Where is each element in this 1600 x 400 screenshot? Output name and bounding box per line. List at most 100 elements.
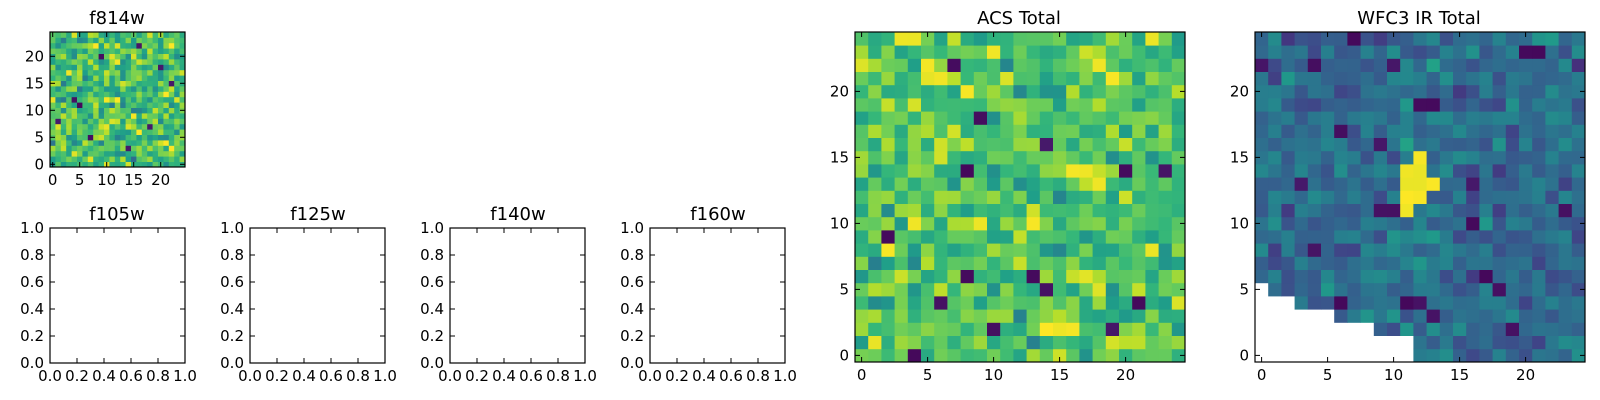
heatmap-cell [98, 48, 105, 54]
heatmap-cell [1400, 98, 1414, 112]
heatmap-cell [1255, 58, 1269, 72]
heatmap-cell [1013, 282, 1027, 297]
heatmap-cell [98, 156, 105, 162]
heatmap-cell [1000, 32, 1014, 46]
heatmap-cell [1558, 256, 1573, 270]
heatmap-cell [1321, 190, 1335, 204]
heatmap-cell [960, 296, 975, 310]
heatmap-cell [55, 118, 62, 125]
heatmap-cell [973, 190, 988, 204]
heatmap-cell [1400, 124, 1414, 138]
heatmap-cell [1268, 111, 1282, 125]
heatmap-cell [55, 64, 62, 71]
heatmap-cell [1119, 269, 1133, 284]
heatmap-cell [109, 75, 116, 81]
heatmap-cell [1000, 190, 1014, 204]
heatmap-cell [1092, 32, 1107, 46]
x-tick-label: 15 [124, 171, 143, 189]
heatmap-cell [179, 102, 186, 108]
heatmap-cell [855, 296, 869, 310]
heatmap-cell [82, 42, 89, 49]
heatmap-cell [120, 91, 126, 98]
heatmap-cell [131, 145, 137, 152]
heatmap-cell [1558, 282, 1573, 297]
heatmap-cell [1092, 124, 1107, 138]
heatmap-cell [55, 156, 62, 162]
heatmap-cell [1092, 309, 1107, 323]
heatmap-cell [1039, 45, 1054, 59]
x-tick-label: 20 [1116, 366, 1135, 384]
heatmap-cell [947, 243, 961, 257]
heatmap-cell [1026, 348, 1041, 363]
heatmap-cell [1387, 71, 1401, 86]
heatmap-cell [1571, 177, 1586, 191]
heatmap-cell [1026, 177, 1041, 191]
heatmap-cell [1268, 243, 1282, 257]
heatmap-cell [1092, 269, 1107, 284]
heatmap-cell [1558, 164, 1573, 178]
panel-f140w: f140w 0.0 0.2 0.4 0.6 0.8 1.00.00.20.40.60.81… [420, 204, 597, 385]
heatmap-cell [1334, 164, 1348, 178]
heatmap-cell [1158, 84, 1173, 99]
heatmap-cell [1453, 111, 1467, 125]
heatmap-cell [141, 145, 148, 152]
heatmap-cell [1492, 269, 1507, 284]
heatmap-cell [1558, 137, 1573, 152]
heatmap-cell [158, 150, 164, 157]
heatmap-cell [1426, 190, 1441, 204]
heatmap-cell [1466, 177, 1480, 191]
heatmap-cell [1053, 269, 1067, 284]
y-tick-label: 0.8 [220, 246, 244, 264]
heatmap-cell [179, 150, 186, 157]
heatmap-cell [141, 156, 148, 162]
heatmap-cell [158, 129, 164, 135]
heatmap-cell [98, 140, 105, 146]
heatmap-cell [947, 230, 961, 244]
heatmap-cell [77, 118, 83, 125]
heatmap-cell [93, 42, 99, 49]
x-tick-label: 0.4 [492, 367, 516, 385]
x-tick-label: 0.0 [238, 367, 262, 385]
heatmap-cell [1571, 164, 1586, 178]
heatmap-cell [1505, 230, 1520, 244]
heatmap-cell [1413, 98, 1427, 112]
x-tick-label: 0.2 [665, 367, 689, 385]
heatmap-cell [50, 48, 56, 54]
heatmap-cell [1092, 164, 1107, 178]
heatmap-cell [1400, 322, 1414, 336]
heatmap-cell [168, 69, 175, 76]
heatmap-cell [1171, 309, 1186, 323]
x-tick-label: 0.4 [692, 367, 716, 385]
heatmap-cell [147, 69, 153, 76]
heatmap-cell [1321, 58, 1335, 72]
heatmap-cell [907, 309, 922, 323]
heatmap-cell [894, 309, 909, 323]
heatmap-cell [1158, 243, 1173, 257]
heatmap-cell [1387, 150, 1401, 165]
heatmap-cell [881, 256, 895, 270]
heatmap-cell [82, 69, 89, 76]
heatmap-cell [141, 48, 148, 54]
x-tick-label: 15 [1450, 366, 1469, 384]
heatmap-cell [907, 230, 922, 244]
heatmap-cell [60, 102, 67, 108]
y-tick-label: 0.4 [220, 300, 244, 318]
heatmap-cell [1558, 45, 1573, 59]
heatmap-cell [168, 48, 175, 54]
heatmap-cell [1000, 296, 1014, 310]
heatmap-cell [1000, 282, 1014, 297]
heatmap-cell [1400, 256, 1414, 270]
heatmap-cell [987, 309, 1001, 323]
heatmap-cell [1479, 243, 1493, 257]
heatmap-cell [125, 86, 132, 92]
heatmap-cell [1400, 71, 1414, 86]
heatmap-cell [1039, 335, 1054, 350]
heatmap-cell [1066, 58, 1080, 72]
heatmap-cell [1545, 32, 1559, 46]
heatmap-cell [855, 230, 869, 244]
heatmap-cell [1013, 137, 1027, 152]
heatmap-cell [98, 145, 105, 152]
x-tick-label: 0.0 [638, 367, 662, 385]
heatmap-cell [1453, 282, 1467, 297]
heatmap-cell [1519, 322, 1533, 336]
